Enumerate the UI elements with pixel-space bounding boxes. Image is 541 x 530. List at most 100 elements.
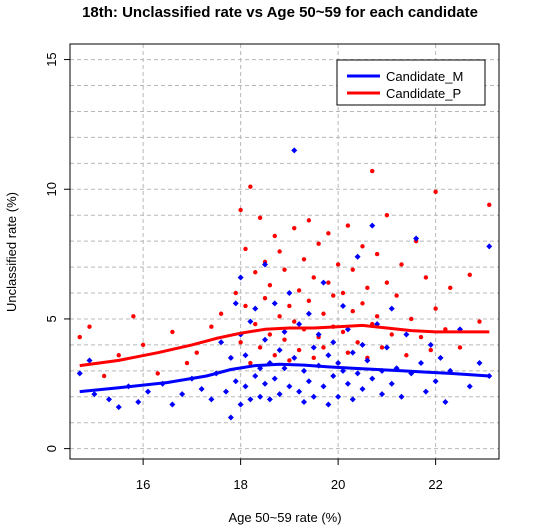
point-candidate-p <box>374 251 380 257</box>
point-candidate-m <box>388 380 395 387</box>
x-tick-label: 20 <box>331 477 345 492</box>
point-candidate-p <box>389 332 394 337</box>
point-candidate-m <box>179 391 186 398</box>
point-candidate-p <box>428 347 433 353</box>
point-candidate-p <box>131 314 136 319</box>
point-candidate-p <box>248 184 253 189</box>
point-candidate-m <box>208 396 215 403</box>
point-candidate-m <box>354 253 361 260</box>
point-candidate-p <box>87 324 92 329</box>
point-candidate-m <box>301 398 307 405</box>
point-candidate-m <box>325 352 332 359</box>
point-candidate-m <box>281 365 288 372</box>
point-candidate-p <box>384 280 390 285</box>
point-candidate-m <box>271 375 278 382</box>
point-candidate-m <box>466 383 473 390</box>
legend: Candidate_M Candidate_P <box>336 59 486 106</box>
point-candidate-p <box>272 233 277 239</box>
point-candidate-m <box>76 370 83 377</box>
point-candidate-p <box>101 373 107 379</box>
point-candidate-m <box>135 398 142 405</box>
point-candidate-m <box>291 354 298 361</box>
point-candidate-m <box>291 147 298 154</box>
point-candidate-p <box>477 319 482 324</box>
point-candidate-m <box>335 360 342 367</box>
point-candidate-m <box>369 222 376 229</box>
point-candidate-p <box>326 280 331 285</box>
y-axis: 0 5 10 15 <box>44 52 70 452</box>
point-candidate-m <box>286 383 293 390</box>
point-candidate-p <box>345 350 351 355</box>
point-candidate-m <box>242 383 249 390</box>
point-candidate-p <box>311 355 316 361</box>
point-candidate-m <box>388 305 395 312</box>
trend-line-candidate-m <box>79 362 490 394</box>
point-candidate-p <box>321 345 326 350</box>
point-candidate-p <box>253 270 258 275</box>
point-candidate-p <box>340 329 346 335</box>
point-candidate-p <box>350 308 355 314</box>
point-candidate-p <box>292 225 297 231</box>
point-candidate-m <box>325 401 332 408</box>
point-candidate-m <box>257 393 264 400</box>
point-candidate-m <box>305 378 312 385</box>
point-candidate-m <box>301 367 307 374</box>
point-candidate-p <box>296 347 302 353</box>
point-candidate-m <box>344 326 351 333</box>
point-candidate-m <box>379 391 385 398</box>
point-candidate-p <box>355 340 360 345</box>
point-candidate-m <box>427 341 434 348</box>
point-candidate-p <box>296 288 302 293</box>
point-candidate-p <box>287 358 292 363</box>
point-candidate-m <box>413 235 420 242</box>
point-candidate-m <box>310 393 317 400</box>
point-candidate-m <box>262 380 268 387</box>
plot-frame <box>69 43 500 460</box>
point-candidate-p <box>282 267 287 272</box>
point-candidate-p <box>77 334 82 340</box>
point-candidate-p <box>287 303 292 309</box>
point-candidate-m <box>349 396 356 403</box>
point-candidate-m <box>354 370 361 377</box>
point-candidate-p <box>345 223 351 228</box>
point-candidate-m <box>398 393 405 400</box>
point-candidate-m <box>198 385 205 392</box>
point-candidate-p <box>340 290 346 296</box>
point-candidate-m <box>227 414 234 421</box>
point-candidate-p <box>248 360 253 366</box>
point-candidate-m <box>86 357 93 364</box>
point-candidate-m <box>247 318 254 325</box>
point-candidate-p <box>350 267 355 272</box>
point-candidate-m <box>442 398 449 405</box>
point-candidate-p <box>277 314 282 319</box>
point-candidate-m <box>242 352 249 359</box>
point-candidate-p <box>448 285 453 291</box>
x-tick-label: 18 <box>233 477 247 492</box>
point-candidate-p <box>370 168 375 174</box>
point-candidate-p <box>155 371 160 376</box>
point-candidate-p <box>233 290 238 296</box>
point-candidate-p <box>267 283 273 288</box>
point-candidate-p <box>253 321 258 327</box>
point-candidate-m <box>252 373 259 379</box>
point-candidate-p <box>331 293 336 298</box>
point-candidate-m <box>422 388 429 395</box>
data-points <box>76 147 493 421</box>
point-candidate-m <box>145 388 151 395</box>
point-candidate-m <box>271 300 278 307</box>
point-candidate-m <box>266 396 273 403</box>
point-candidate-m <box>359 341 366 348</box>
point-candidate-p <box>277 249 282 254</box>
point-candidate-m <box>369 375 376 382</box>
point-candidate-m <box>296 321 303 328</box>
point-candidate-m <box>227 354 234 361</box>
point-candidate-m <box>296 388 303 395</box>
point-candidate-p <box>257 345 263 350</box>
point-candidate-m <box>262 336 268 343</box>
point-candidate-m <box>169 401 176 408</box>
point-candidate-p <box>335 262 341 267</box>
point-candidate-m <box>281 328 288 335</box>
point-candidate-p <box>209 324 214 329</box>
point-candidate-p <box>194 350 199 355</box>
